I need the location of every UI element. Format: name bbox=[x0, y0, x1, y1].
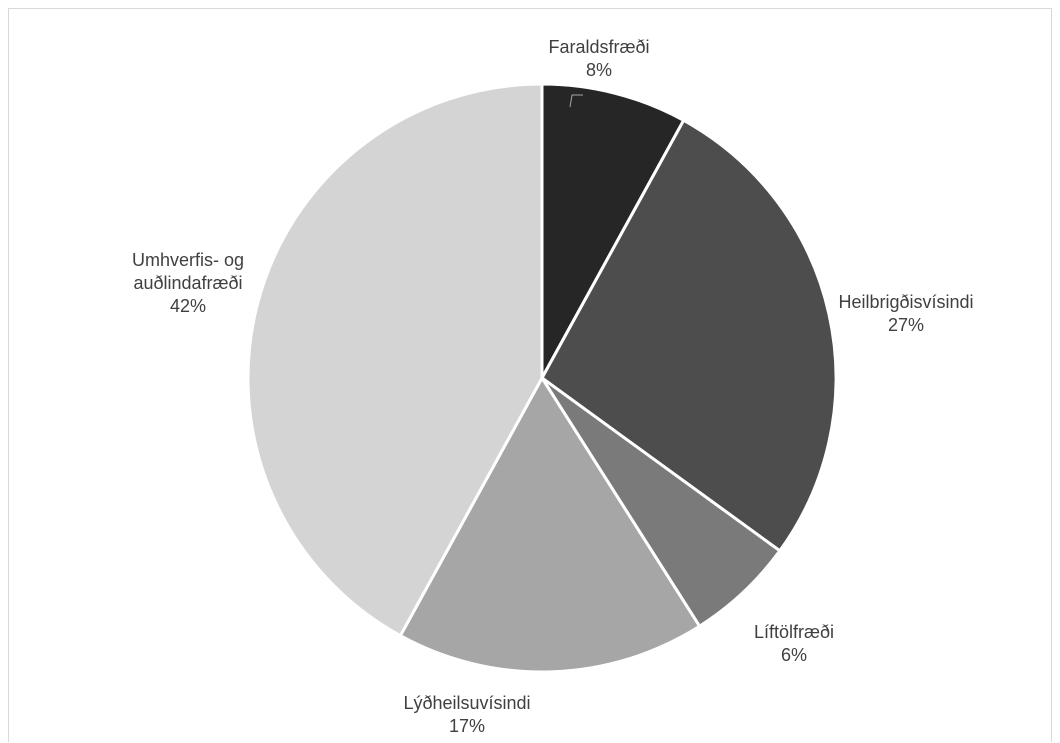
slice-value-text: 8% bbox=[586, 60, 612, 80]
slice-label-4: Lýðheilsuvísindi 17% bbox=[403, 693, 530, 736]
pie-chart: Faraldsfræði 8% Heilbrigðisvísindi 27% Líftö… bbox=[132, 37, 974, 736]
slices-layer bbox=[246, 82, 838, 674]
pie-slice-5 bbox=[246, 82, 544, 638]
slice-label-3: Líftölfræði 6% bbox=[754, 622, 834, 665]
slice-label-1: Faraldsfræði 8% bbox=[548, 37, 650, 108]
slice-label-2: Heilbrigðisvísindi 27% bbox=[838, 292, 973, 335]
slice-name-text: Lýðheilsuvísindi bbox=[403, 693, 530, 713]
slice-name-text: Faraldsfræði bbox=[548, 37, 649, 57]
pie-slice-4 bbox=[398, 376, 702, 674]
slice-name-text: Líftölfræði bbox=[754, 622, 834, 642]
labels-layer: Faraldsfræði 8% Heilbrigðisvísindi 27% Líftö… bbox=[132, 37, 974, 736]
slice-value-text: 17% bbox=[449, 716, 485, 736]
slice-name-text: auðlindafræði bbox=[133, 273, 242, 293]
chart-area: Faraldsfræði 8% Heilbrigðisvísindi 27% Líftö… bbox=[8, 8, 1052, 742]
slice-name-text: Umhverfis- og bbox=[132, 250, 244, 270]
slice-name-text: Heilbrigðisvísindi bbox=[838, 292, 973, 312]
slice-value-text: 27% bbox=[888, 315, 924, 335]
pie-slice-2 bbox=[540, 118, 838, 553]
leader-line bbox=[569, 94, 583, 108]
pie-slice-1 bbox=[540, 82, 686, 380]
slice-label-5: Umhverfis- og auðlindafræði 42% bbox=[132, 250, 244, 316]
slice-value-text: 6% bbox=[781, 645, 807, 665]
slice-value-text: 42% bbox=[170, 296, 206, 316]
